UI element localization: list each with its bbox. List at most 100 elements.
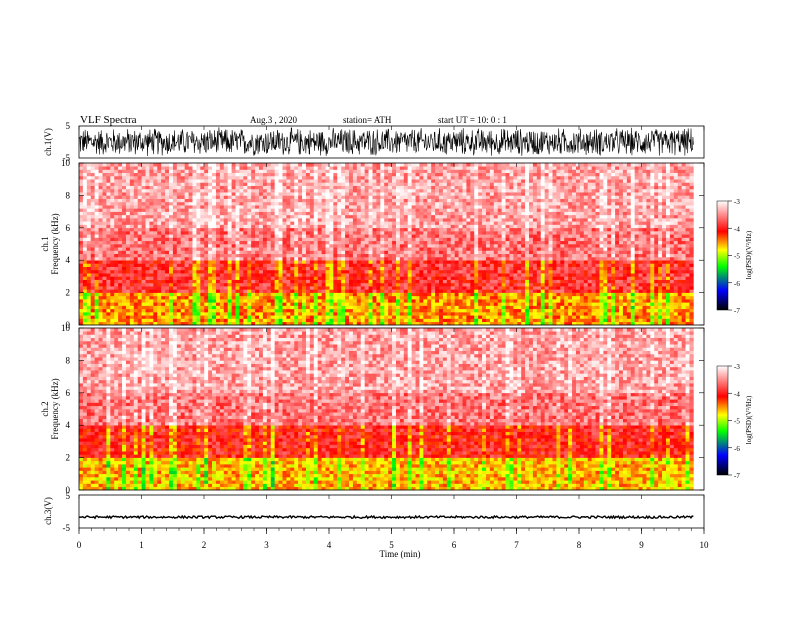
ch1-spectrogram-cell: [360, 214, 365, 219]
ch1-spectrogram-cell: [341, 308, 346, 313]
ch1-spectrogram-cell: [286, 263, 291, 267]
ch1-spectrogram-cell: [118, 247, 123, 251]
ch1-spectrogram-cell: [172, 221, 178, 225]
ch1-spectrogram-cell: [239, 231, 244, 235]
ch1-spectrogram-cell: [270, 172, 275, 177]
ch1-spectrogram-cell: [110, 318, 115, 323]
ch1-spectrogram-cell: [329, 201, 334, 206]
ch1-spectrogram-cell: [79, 266, 84, 271]
ch1-spectrogram-cell: [86, 234, 92, 238]
ch1-spectrogram-cell: [290, 302, 295, 306]
ch1-spectrogram-cell: [399, 211, 405, 216]
ch1-spectrogram-cell: [411, 237, 416, 242]
ch1-spectrogram-cell: [305, 263, 311, 267]
ch1-spectrogram-cell: [368, 302, 373, 306]
ch1-spectrogram-cell: [125, 218, 131, 222]
ch1-spectrogram-cell: [129, 244, 135, 248]
ch1-spectrogram-cell: [439, 256, 444, 261]
ch1-spectrogram-cell: [290, 318, 295, 323]
ch1-spectrogram-cell: [180, 211, 185, 216]
ch1-spectrogram-cell: [302, 211, 307, 216]
ch1-spectrogram-cell: [356, 169, 362, 174]
ch1-spectrogram-cell: [360, 231, 365, 235]
ch1-spectrogram-cell: [227, 266, 232, 271]
ch1-spectrogram-cell: [419, 299, 424, 303]
ch1-spectrogram-cell: [149, 205, 154, 209]
ch1-spectrogram-cell: [247, 276, 252, 280]
ch1-spectrogram-cell: [196, 240, 201, 245]
ch1-spectrogram-cell: [419, 195, 424, 199]
ch1-spectrogram-cell: [290, 273, 295, 277]
ch1-spectrogram-cell: [102, 234, 107, 238]
ch1-spectrogram-cell: [243, 282, 248, 287]
ch1-spectrogram-cell: [333, 305, 338, 310]
ch1-spectrogram-cell: [118, 192, 123, 196]
ch1-spectrogram-cell: [286, 172, 291, 177]
ch1-spectrogram-cell: [458, 292, 463, 297]
ch1-spectrogram-cell: [86, 195, 92, 199]
ch1-spectrogram-cell: [110, 169, 115, 174]
ch1-spectrogram-cell: [149, 273, 154, 277]
ch1-spectrogram-cell: [129, 299, 135, 303]
ch1-spectrogram-cell: [145, 179, 150, 183]
ch1-spectrogram-cell: [235, 276, 240, 280]
ch1-spectrogram-cell: [427, 250, 432, 255]
ch1-spectrogram-cell: [200, 312, 205, 316]
ch1-spectrogram-cell: [219, 188, 225, 193]
ch1-spectrogram-cell: [106, 185, 111, 190]
ch1-spectrogram-cell: [403, 286, 409, 290]
ch1-spectrogram-cell: [169, 289, 174, 293]
ch1-spectrogram-cell: [337, 266, 342, 271]
ch1-spectrogram-cell: [415, 169, 420, 174]
ch1-spectrogram-cell: [282, 182, 287, 186]
ch1-spectrogram-cell: [380, 289, 385, 293]
ch1-spectrogram-cell: [399, 295, 405, 300]
ch1-spectrogram-cell: [235, 247, 240, 251]
ch1-spectrogram-cell: [133, 305, 138, 310]
ch1-spectrogram-cell: [278, 166, 283, 170]
ch1-spectrogram-cell: [372, 185, 377, 190]
ch1-spectrogram-cell: [208, 292, 213, 297]
ch1-spectrogram-cell: [239, 224, 244, 229]
ch1-spectrogram-cell: [439, 279, 444, 284]
ch1-spectrogram-cell: [235, 211, 240, 216]
ch1-spectrogram-cell: [384, 321, 389, 326]
ch1-spectrogram-cell: [290, 175, 295, 180]
ch1-spectrogram-cell: [392, 224, 397, 229]
ch1-spectrogram-cell: [231, 231, 236, 235]
ch1-spectrogram-cell: [278, 169, 283, 174]
ch1-spectrogram-cell: [345, 237, 350, 242]
ch1-spectrogram-cell: [129, 179, 135, 183]
ch1-spectrogram-cell: [290, 211, 295, 216]
ch1-spectrogram-cell: [376, 312, 381, 316]
ch1-spectrogram-cell: [345, 273, 350, 277]
ch1-spectrogram-cell: [247, 312, 252, 316]
ch1-spectrogram-cell: [145, 169, 150, 174]
ch1-spectrogram-cell: [450, 221, 455, 225]
ch1-spectrogram-cell: [435, 163, 440, 167]
ch1-spectrogram-cell: [129, 253, 135, 258]
ch1-spectrogram-cell: [392, 240, 397, 245]
ch1-spectrogram-cell: [313, 195, 318, 199]
ch1-spectrogram-cell: [407, 260, 412, 264]
ch1-spectrogram-cell: [169, 253, 174, 258]
ch1-spectrogram-cell: [192, 231, 197, 235]
ch1-spectrogram-cell: [286, 218, 291, 222]
ch1-spectrogram-cell: [298, 266, 303, 271]
ch1-spectrogram-cell: [364, 286, 369, 290]
ch1-spectrogram-cell: [278, 211, 283, 216]
ch1-spectrogram-cell: [286, 260, 291, 264]
ch1-spectrogram-cell: [235, 179, 240, 183]
ch1-spectrogram-cell: [380, 266, 385, 271]
ch1-spectrogram-cell: [278, 227, 283, 232]
ch1-spectrogram-cell: [122, 282, 127, 287]
ch1-spectrogram-cell: [305, 273, 311, 277]
ch1-spectrogram-cell: [106, 312, 111, 316]
ch1-spectrogram-cell: [106, 256, 111, 261]
ch1-spectrogram-cell: [184, 211, 189, 216]
ch1-spectrogram-cell: [392, 231, 397, 235]
ch1-spectrogram-cell: [157, 231, 162, 235]
ch1-spectrogram-cell: [161, 292, 166, 297]
ch1-spectrogram-cell: [219, 263, 225, 267]
ch1-spectrogram-cell: [200, 263, 205, 267]
